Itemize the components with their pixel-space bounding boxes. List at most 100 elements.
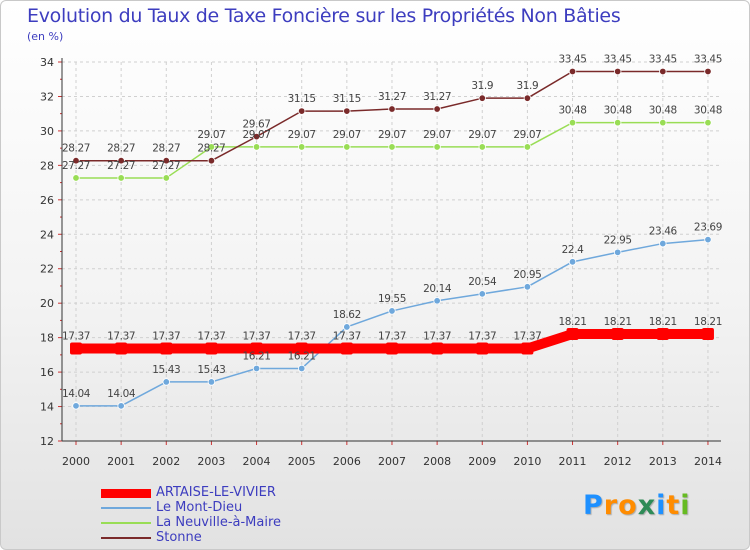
series-point — [478, 94, 486, 102]
data-label: 17.37 — [468, 330, 496, 342]
x-tick-label: 2014 — [694, 455, 722, 468]
series-point — [613, 118, 622, 127]
series-point — [207, 157, 216, 165]
data-label: 29.07 — [468, 129, 496, 141]
x-tick-label: 2004 — [243, 455, 271, 468]
x-tick-label: 2006 — [333, 455, 361, 468]
series-point — [117, 174, 125, 182]
series-point — [433, 297, 441, 305]
data-label: 17.37 — [107, 330, 135, 342]
legend-label: Le Mont-Dieu — [156, 500, 243, 515]
data-label: 27.27 — [62, 160, 90, 172]
x-tick-label: 2011 — [559, 455, 587, 468]
data-label: 18.21 — [604, 316, 632, 328]
data-label: 31.9 — [517, 80, 539, 92]
data-label: 31.9 — [471, 80, 493, 92]
series-point — [478, 290, 486, 298]
x-tick-label: 2001 — [107, 455, 135, 468]
y-tick-label: 18 — [40, 332, 54, 345]
data-label: 22.4 — [562, 244, 584, 256]
series-point — [72, 402, 80, 410]
x-tick-label: 2012 — [604, 455, 632, 468]
y-tick-label: 32 — [40, 90, 54, 103]
legend-swatch — [101, 537, 151, 539]
series-point — [250, 342, 263, 355]
y-tick-label: 16 — [40, 366, 54, 379]
data-label: 14.04 — [62, 388, 91, 400]
y-tick-label: 12 — [40, 435, 54, 448]
data-label: 28.27 — [197, 143, 225, 155]
series-point — [252, 132, 261, 141]
data-label: 33.45 — [649, 53, 677, 65]
series-point — [72, 174, 80, 182]
logo-letter: t — [666, 490, 681, 521]
series-point — [659, 118, 667, 127]
series-point — [568, 118, 577, 127]
series-point — [340, 342, 353, 355]
series-point — [704, 67, 712, 76]
logo-letter: i — [656, 490, 667, 521]
data-label: 16.21 — [288, 350, 316, 362]
data-label: 29.07 — [288, 129, 316, 141]
data-label: 14.04 — [107, 388, 136, 400]
data-label: 33.45 — [694, 53, 722, 65]
x-tick-label: 2002 — [152, 455, 180, 468]
series-point — [656, 328, 669, 341]
series-point — [433, 105, 441, 113]
data-label: 33.45 — [559, 53, 587, 65]
data-label: 18.21 — [559, 316, 587, 328]
data-label: 28.27 — [107, 143, 135, 155]
data-label: 27.27 — [107, 160, 135, 172]
series-lines — [70, 67, 714, 410]
series-point — [613, 67, 622, 76]
x-tick-label: 2003 — [197, 455, 225, 468]
y-tick-label: 26 — [40, 194, 54, 207]
data-label: 17.37 — [62, 330, 90, 342]
series-point — [611, 328, 624, 341]
series-point — [162, 157, 170, 165]
data-label: 29.07 — [333, 129, 361, 141]
series-point — [252, 364, 261, 373]
data-label: 31.27 — [423, 91, 451, 103]
legend-label: La Neuville-à-Maire — [156, 515, 282, 530]
series-point — [431, 342, 444, 355]
x-tick-label: 2009 — [468, 455, 496, 468]
series-point — [433, 143, 441, 151]
data-label: 17.37 — [243, 330, 271, 342]
data-label: 18.62 — [333, 309, 361, 321]
data-label: 29.07 — [378, 129, 406, 141]
series-point — [207, 378, 216, 386]
unit-label: (en %) — [27, 30, 64, 43]
series-point — [343, 107, 351, 115]
series-point — [117, 402, 125, 410]
series-point — [115, 342, 128, 355]
series-point — [704, 118, 712, 127]
legend-swatch — [101, 522, 151, 524]
data-label: 29.07 — [513, 129, 541, 141]
data-label: 20.54 — [468, 276, 497, 288]
series-point — [252, 143, 261, 151]
y-tick-label: 24 — [40, 228, 54, 241]
series-point — [160, 342, 173, 355]
logo-letter: o — [618, 490, 638, 521]
data-label: 17.37 — [152, 330, 180, 342]
x-tick-label: 2007 — [378, 455, 406, 468]
series-point — [205, 342, 218, 355]
data-label: 29.07 — [243, 129, 271, 141]
data-label: 27.27 — [152, 160, 180, 172]
data-label: 29.67 — [243, 119, 271, 131]
data-label: 17.37 — [423, 330, 451, 342]
series-point — [343, 143, 351, 151]
series-point — [566, 328, 579, 341]
data-label: 29.07 — [423, 129, 451, 141]
y-tick-label: 34 — [40, 56, 54, 69]
legend-swatch — [101, 507, 151, 509]
series-point — [704, 235, 712, 244]
data-label: 28.27 — [62, 143, 90, 155]
data-label: 28.27 — [152, 143, 180, 155]
series-point — [659, 239, 667, 248]
axes: 12 14 16 18 20 22 24 26 28 30 32 34 2000 2001 2002 2003… — [40, 56, 722, 468]
legend-label: Stonne — [156, 530, 202, 545]
series-point — [343, 323, 351, 331]
